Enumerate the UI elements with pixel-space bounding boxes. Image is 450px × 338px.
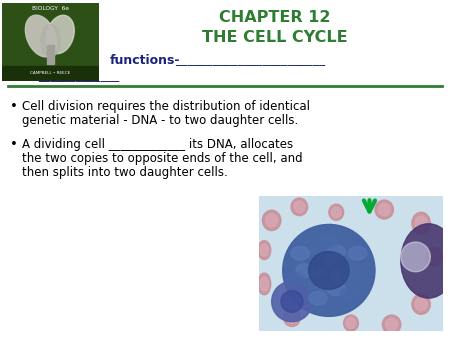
Ellipse shape — [260, 244, 269, 256]
Ellipse shape — [329, 204, 344, 220]
Ellipse shape — [316, 255, 334, 268]
Bar — [2, 3, 99, 67]
Ellipse shape — [294, 201, 305, 213]
Ellipse shape — [283, 224, 375, 316]
Ellipse shape — [291, 198, 308, 216]
Ellipse shape — [307, 256, 321, 272]
Text: genetic material - DNA - to two daughter cells.: genetic material - DNA - to two daughter… — [22, 114, 298, 127]
Ellipse shape — [309, 251, 349, 289]
Ellipse shape — [258, 273, 271, 295]
Ellipse shape — [262, 210, 281, 231]
Ellipse shape — [258, 241, 271, 260]
Ellipse shape — [286, 273, 304, 286]
Ellipse shape — [291, 246, 310, 260]
Text: THE CELL CYCLE: THE CELL CYCLE — [202, 30, 348, 46]
Text: •: • — [10, 138, 18, 151]
Ellipse shape — [429, 251, 439, 263]
Ellipse shape — [375, 200, 393, 219]
Ellipse shape — [260, 277, 269, 291]
Ellipse shape — [382, 315, 401, 334]
Ellipse shape — [415, 297, 427, 311]
Text: Fig. 12.2c: Fig. 12.2c — [311, 321, 369, 331]
Ellipse shape — [348, 246, 367, 260]
Ellipse shape — [320, 235, 338, 248]
Ellipse shape — [308, 261, 327, 274]
Ellipse shape — [386, 318, 398, 331]
Ellipse shape — [296, 264, 315, 277]
Text: Cell division requires the distribution of identical: Cell division requires the distribution … — [22, 100, 310, 113]
Ellipse shape — [342, 270, 360, 283]
Ellipse shape — [327, 245, 346, 259]
Ellipse shape — [306, 248, 324, 261]
Ellipse shape — [266, 214, 278, 227]
Ellipse shape — [401, 242, 430, 272]
Ellipse shape — [401, 224, 450, 298]
Ellipse shape — [272, 281, 312, 322]
Ellipse shape — [412, 212, 430, 234]
Text: ________________________: ________________________ — [175, 53, 325, 67]
Text: then splits into two daughter cells.: then splits into two daughter cells. — [22, 166, 228, 179]
Ellipse shape — [342, 258, 360, 271]
Ellipse shape — [309, 258, 319, 269]
Text: A dividing cell _____________ its DNA, allocates: A dividing cell _____________ its DNA, a… — [22, 138, 293, 151]
Ellipse shape — [306, 280, 324, 293]
Ellipse shape — [332, 264, 350, 277]
Ellipse shape — [356, 252, 364, 262]
Ellipse shape — [426, 247, 442, 266]
Text: CAMPBELL • REECE: CAMPBELL • REECE — [31, 71, 71, 75]
Text: the two copies to opposite ends of the cell, and: the two copies to opposite ends of the c… — [22, 152, 302, 165]
Text: CHAPTER 12: CHAPTER 12 — [219, 10, 331, 25]
Ellipse shape — [378, 203, 390, 216]
Text: •: • — [10, 100, 18, 113]
Text: _____________: _____________ — [38, 70, 119, 82]
Text: and: and — [8, 70, 36, 82]
Ellipse shape — [310, 269, 328, 283]
Ellipse shape — [329, 269, 348, 283]
Bar — [2, 66, 99, 81]
Text: 1. Cell division: 1. Cell division — [8, 53, 103, 67]
Ellipse shape — [25, 15, 57, 57]
Ellipse shape — [415, 216, 427, 230]
Text: BIOLOGY  6e: BIOLOGY 6e — [32, 6, 69, 11]
Ellipse shape — [284, 309, 300, 327]
Ellipse shape — [287, 312, 297, 323]
Ellipse shape — [41, 24, 60, 57]
Text: functions-: functions- — [110, 53, 180, 67]
Ellipse shape — [327, 256, 345, 269]
Ellipse shape — [332, 207, 341, 218]
Ellipse shape — [327, 282, 346, 296]
Ellipse shape — [320, 273, 338, 287]
Ellipse shape — [281, 291, 303, 312]
Ellipse shape — [46, 15, 74, 54]
Ellipse shape — [346, 318, 356, 329]
Ellipse shape — [309, 291, 327, 305]
Ellipse shape — [344, 315, 358, 331]
Bar — [47, 45, 54, 64]
Ellipse shape — [412, 294, 430, 314]
Ellipse shape — [354, 249, 367, 264]
Ellipse shape — [341, 287, 359, 301]
